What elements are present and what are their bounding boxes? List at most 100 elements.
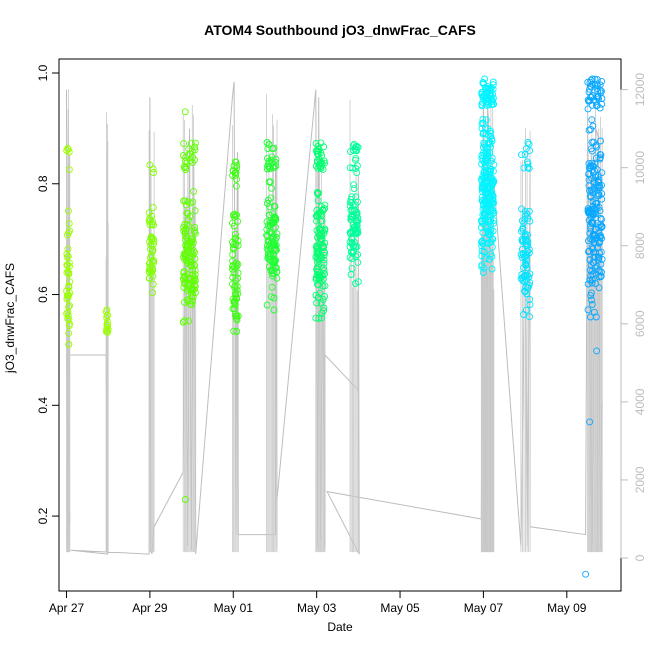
data-point-3-114 <box>190 187 198 195</box>
data-point-3-62 <box>191 224 199 231</box>
data-point-3-125 <box>185 317 193 325</box>
data-point-9-38 <box>526 147 534 155</box>
data-point-5-108 <box>271 241 279 249</box>
data-point-0-8 <box>63 250 71 258</box>
data-point-7-46 <box>348 264 356 272</box>
data-point-3-117 <box>184 198 192 206</box>
data-point-7-79 <box>350 242 358 250</box>
data-point-10-122 <box>586 276 594 284</box>
data-point-8-233 <box>479 149 487 157</box>
data-point-4-26 <box>231 169 239 177</box>
data-point-7-64 <box>352 156 359 164</box>
data-point-0-39 <box>65 316 73 324</box>
data-point-8-4 <box>479 115 487 123</box>
data-point-0-21 <box>65 220 73 227</box>
data-point-4-44 <box>232 291 240 299</box>
data-point-1-10 <box>103 325 111 333</box>
y-tick-label-0: 0.2 <box>36 507 50 524</box>
data-point-6-129 <box>313 147 321 155</box>
data-point-0-42 <box>63 295 71 303</box>
data-point-10-87 <box>594 254 602 262</box>
data-point-9-65 <box>518 205 525 213</box>
data-point-1-9 <box>102 328 110 336</box>
x-tick-label-5: May 07 <box>464 601 504 615</box>
data-point-8-163 <box>482 116 490 124</box>
data-point-8-255 <box>485 183 492 191</box>
data-point-8-221 <box>478 193 486 201</box>
data-point-10-204 <box>598 255 606 263</box>
data-point-10-198 <box>595 192 603 199</box>
right-tick-label-6: 12000 <box>633 73 647 107</box>
data-point-9-66 <box>521 207 529 215</box>
data-point-10-137 <box>588 296 595 304</box>
data-point-6-119 <box>315 276 323 284</box>
y-axis: 0.2 0.4 0.6 0.8 1.0 <box>36 64 60 524</box>
data-point-3-120 <box>184 240 192 248</box>
data-point-5-82 <box>272 244 280 252</box>
data-point-9-79 <box>524 284 532 292</box>
data-point-4-63 <box>230 305 238 312</box>
x-axis: Apr 27 Apr 29 May 01 May 03 May 05 May 07 May … <box>49 590 587 615</box>
data-point-8-238 <box>483 157 491 165</box>
data-point-8-254 <box>479 78 487 86</box>
data-point-10-152 <box>598 87 605 95</box>
data-point-5-112 <box>263 225 271 233</box>
right-tick-label-4: 8000 <box>633 232 647 259</box>
data-point-8-230 <box>480 169 488 176</box>
data-point-10-218 <box>586 164 594 172</box>
data-point-3-126 <box>182 164 190 172</box>
data-point-0-40 <box>65 329 73 337</box>
data-point-8-244 <box>484 167 492 175</box>
data-point-10-50 <box>593 347 601 355</box>
data-point-3-78 <box>191 261 199 269</box>
data-point-6-91 <box>312 140 320 147</box>
data-point-5-97 <box>268 220 276 228</box>
data-point-6-102 <box>317 299 325 307</box>
data-point-9-59 <box>526 270 534 278</box>
data-point-8-72 <box>488 154 496 162</box>
data-point-6-117 <box>314 210 322 218</box>
data-point-5-107 <box>270 240 277 248</box>
data-point-8-222 <box>478 247 486 255</box>
data-point-7-56 <box>350 181 358 189</box>
data-point-3-131 <box>183 287 191 294</box>
data-point-8-253 <box>483 177 491 185</box>
data-point-10-205 <box>598 224 605 232</box>
data-point-4-48 <box>229 211 237 219</box>
data-point-8-259 <box>486 203 494 211</box>
data-point-9-62 <box>526 295 534 303</box>
x-tick-label-6: May 09 <box>547 601 587 615</box>
data-point-1-13 <box>104 311 111 319</box>
data-point-10-177 <box>596 81 604 89</box>
outlier-point-1 <box>181 496 189 503</box>
data-point-6-98 <box>313 265 321 273</box>
data-point-10-35 <box>584 306 592 314</box>
data-point-3-136 <box>190 228 198 236</box>
right-tick-label-2: 4000 <box>633 388 647 415</box>
data-point-6-125 <box>313 250 321 258</box>
data-point-6-112 <box>315 189 322 197</box>
data-point-3-138 <box>183 234 191 242</box>
data-point-10-202 <box>584 280 592 288</box>
y-tick-label-2: 0.6 <box>36 286 50 303</box>
data-point-10-187 <box>587 193 595 201</box>
data-point-5-76 <box>269 164 277 172</box>
data-point-1-12 <box>103 320 111 328</box>
data-point-4-37 <box>229 241 237 249</box>
data-point-4-29 <box>230 222 238 230</box>
data-point-8-243 <box>481 182 489 190</box>
data-point-7-18 <box>354 258 362 266</box>
data-point-10-163 <box>592 154 600 162</box>
data-point-3-5 <box>181 317 189 325</box>
data-point-6-65 <box>316 235 324 243</box>
y-tick-label-3: 0.8 <box>36 175 50 192</box>
data-point-10-215 <box>593 80 601 88</box>
data-point-5-109 <box>264 237 272 245</box>
data-point-4-30 <box>233 262 241 270</box>
data-point-10-156 <box>589 122 597 130</box>
data-point-8-213 <box>485 101 493 109</box>
data-point-3-127 <box>183 159 191 167</box>
data-point-8-258 <box>488 182 496 189</box>
data-point-8-99 <box>481 255 489 263</box>
data-point-7-88 <box>353 211 361 219</box>
